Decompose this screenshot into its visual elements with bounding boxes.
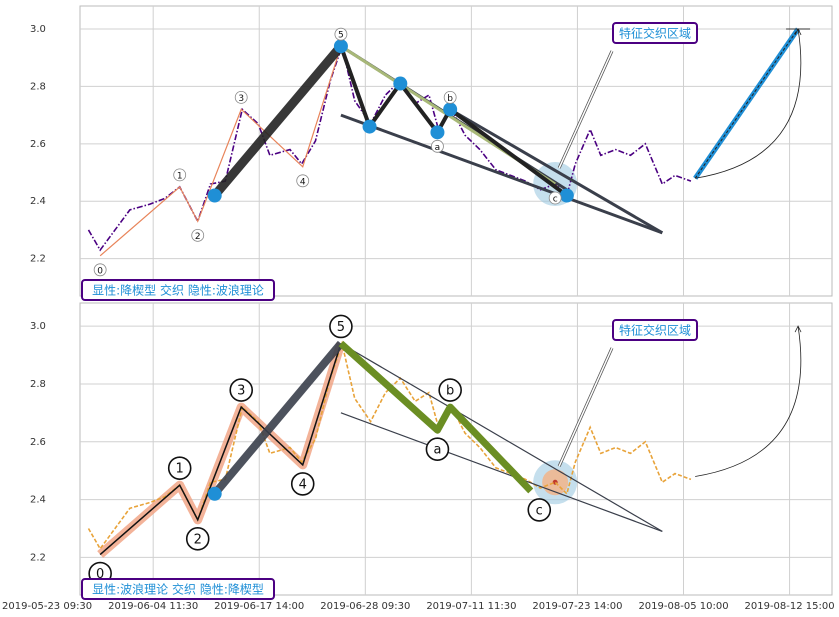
wave-label-circle bbox=[167, 456, 192, 480]
wave-label: a bbox=[433, 443, 441, 458]
wave-label-circle bbox=[527, 498, 552, 522]
wave-label-circle bbox=[329, 314, 353, 339]
wave-dot bbox=[207, 188, 222, 203]
wave-label: 0 bbox=[97, 266, 103, 276]
wave-label: 1 bbox=[176, 462, 184, 477]
annotation-box bbox=[612, 22, 698, 44]
impulse-wave bbox=[99, 46, 342, 257]
breakout-wave bbox=[211, 340, 344, 497]
trend-line bbox=[340, 412, 663, 532]
x-tick-label: 2019-07-11 11:30 bbox=[426, 601, 516, 612]
projection-arrow bbox=[695, 28, 802, 179]
wave-dot bbox=[559, 188, 574, 203]
pointer-inner bbox=[558, 347, 613, 467]
x-tick-label: 2019-07-23 14:00 bbox=[532, 601, 622, 612]
wave-label-circle bbox=[191, 228, 205, 242]
wave-label: 5 bbox=[338, 31, 344, 41]
wave-label: 2 bbox=[195, 232, 201, 242]
plot-frame bbox=[79, 5, 833, 297]
wave-label: 4 bbox=[300, 177, 306, 187]
wave-label-circle bbox=[234, 90, 248, 104]
wave-label: c bbox=[553, 195, 558, 205]
trend-line bbox=[340, 342, 663, 532]
y-tick-label: 2.6 bbox=[30, 139, 46, 150]
wave-label: c bbox=[536, 503, 543, 518]
wave-label: 4 bbox=[299, 477, 307, 492]
wave-label-circle bbox=[438, 378, 462, 402]
y-tick-label: 2.8 bbox=[30, 379, 46, 390]
trend-line bbox=[449, 108, 664, 235]
pointer-inner bbox=[558, 50, 613, 169]
wave-label-circle bbox=[334, 27, 348, 41]
plot-frame bbox=[79, 302, 833, 596]
annotation: 特征交织区域 bbox=[619, 26, 691, 41]
wave-label-circle bbox=[185, 527, 210, 551]
wave-dot bbox=[207, 486, 222, 501]
x-tick-label: 2019-06-04 11:30 bbox=[108, 601, 198, 612]
wave-label-circle bbox=[296, 174, 310, 188]
wave-label-circle bbox=[290, 472, 315, 496]
annotation: 特征交织区域 bbox=[619, 323, 691, 338]
plot-area bbox=[80, 303, 832, 595]
pattern-box bbox=[81, 578, 275, 600]
corrective-wave bbox=[338, 340, 534, 494]
x-tick-label: 2019-06-17 14:00 bbox=[214, 601, 304, 612]
y-tick-label: 2.8 bbox=[30, 81, 46, 92]
wave-label-circle bbox=[229, 378, 254, 402]
y-tick-label: 2.4 bbox=[30, 196, 46, 207]
projection-arrow bbox=[695, 326, 802, 477]
x-tick-label: 2019-08-12 15:00 bbox=[745, 601, 835, 612]
x-tick-label: 2019-05-23 09:30 bbox=[2, 601, 92, 612]
x-tick-label: 2019-08-05 10:00 bbox=[638, 601, 728, 612]
y-tick-label: 2.4 bbox=[30, 495, 46, 506]
wave-dot bbox=[443, 102, 458, 117]
wave-dot bbox=[362, 119, 377, 134]
wave-label: a bbox=[435, 143, 441, 153]
wave-label-circle bbox=[173, 168, 187, 182]
impulse-wave bbox=[99, 343, 342, 556]
annotation-box bbox=[612, 319, 698, 341]
wave-dot bbox=[430, 125, 445, 140]
pattern-label: 显性:波浪理论 交织 隐性:降楔型 bbox=[92, 582, 264, 597]
y-tick-label: 2.2 bbox=[30, 552, 46, 563]
wave-label-circle bbox=[443, 90, 457, 104]
wave-dot bbox=[393, 76, 408, 91]
wave-label-circle bbox=[431, 139, 444, 153]
pattern-label: 显性:降楔型 交织 隐性:波浪理论 bbox=[92, 283, 264, 298]
y-tick-label: 3.0 bbox=[30, 321, 46, 332]
wave-label-circle bbox=[425, 437, 450, 462]
x-tick-label: 2019-06-28 09:30 bbox=[320, 601, 410, 612]
plot-area bbox=[80, 6, 832, 296]
wave-label-circle bbox=[93, 263, 107, 277]
arrow-head bbox=[794, 325, 802, 333]
trend-line bbox=[340, 113, 663, 235]
corrective-wave bbox=[339, 45, 569, 198]
y-tick-label: 2.6 bbox=[30, 437, 46, 448]
wave-label: 5 bbox=[337, 320, 345, 335]
wave-dot bbox=[333, 39, 348, 54]
wave-label: 2 bbox=[194, 532, 202, 547]
wave-label: 3 bbox=[237, 384, 245, 399]
arrow-head bbox=[794, 28, 802, 36]
wave-label: 1 bbox=[177, 171, 183, 181]
projection-line bbox=[694, 28, 799, 179]
wave-label: b bbox=[446, 384, 454, 399]
y-tick-label: 2.2 bbox=[30, 254, 46, 265]
wave-label: 0 bbox=[96, 567, 104, 582]
pattern-box bbox=[81, 279, 275, 301]
y-tick-label: 3.0 bbox=[30, 24, 46, 35]
wave-label-circle bbox=[548, 191, 562, 205]
wave-label: 3 bbox=[238, 94, 244, 104]
wave-label: b bbox=[447, 94, 453, 104]
breakout-wave bbox=[211, 43, 345, 199]
